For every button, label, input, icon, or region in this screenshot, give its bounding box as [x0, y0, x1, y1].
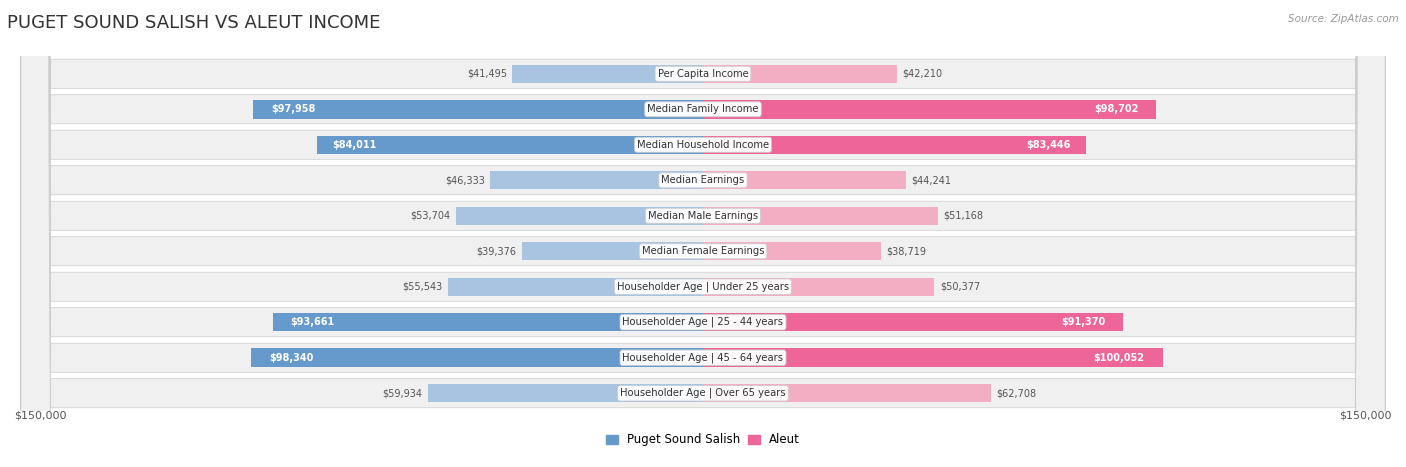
- FancyBboxPatch shape: [21, 0, 1385, 467]
- Text: Householder Age | Under 25 years: Householder Age | Under 25 years: [617, 282, 789, 292]
- Text: $98,340: $98,340: [270, 353, 314, 363]
- Text: Median Household Income: Median Household Income: [637, 140, 769, 150]
- Bar: [703, 242, 880, 261]
- FancyBboxPatch shape: [21, 0, 1385, 467]
- Text: Per Capita Income: Per Capita Income: [658, 69, 748, 79]
- Text: $53,704: $53,704: [411, 211, 451, 221]
- Text: $150,000: $150,000: [14, 411, 66, 421]
- Text: $98,702: $98,702: [1094, 104, 1139, 114]
- Text: $91,370: $91,370: [1062, 317, 1107, 327]
- Bar: [703, 384, 991, 403]
- FancyBboxPatch shape: [21, 0, 1385, 467]
- FancyBboxPatch shape: [21, 0, 1385, 467]
- Bar: [457, 206, 703, 225]
- Text: PUGET SOUND SALISH VS ALEUT INCOME: PUGET SOUND SALISH VS ALEUT INCOME: [7, 14, 381, 32]
- Bar: [449, 277, 703, 296]
- Text: Median Family Income: Median Family Income: [647, 104, 759, 114]
- Text: $44,241: $44,241: [911, 175, 952, 185]
- Bar: [703, 100, 1156, 119]
- Text: $51,168: $51,168: [943, 211, 984, 221]
- FancyBboxPatch shape: [21, 0, 1385, 467]
- FancyBboxPatch shape: [21, 0, 1385, 467]
- Text: Median Earnings: Median Earnings: [661, 175, 745, 185]
- FancyBboxPatch shape: [21, 0, 1385, 467]
- FancyBboxPatch shape: [21, 0, 1385, 467]
- Text: $59,934: $59,934: [382, 388, 422, 398]
- Text: $46,333: $46,333: [444, 175, 485, 185]
- Text: $41,495: $41,495: [467, 69, 508, 79]
- Bar: [703, 206, 938, 225]
- Text: $42,210: $42,210: [903, 69, 942, 79]
- Bar: [273, 313, 703, 332]
- Legend: Puget Sound Salish, Aleut: Puget Sound Salish, Aleut: [602, 429, 804, 451]
- Bar: [703, 171, 907, 190]
- Bar: [703, 135, 1087, 154]
- Bar: [522, 242, 703, 261]
- Text: Median Female Earnings: Median Female Earnings: [641, 246, 765, 256]
- Text: $50,377: $50,377: [939, 282, 980, 292]
- Bar: [253, 100, 703, 119]
- Text: $97,958: $97,958: [271, 104, 315, 114]
- Text: $93,661: $93,661: [290, 317, 335, 327]
- Bar: [703, 313, 1122, 332]
- Text: $39,376: $39,376: [477, 246, 516, 256]
- Bar: [703, 277, 935, 296]
- Text: Median Male Earnings: Median Male Earnings: [648, 211, 758, 221]
- Text: $38,719: $38,719: [886, 246, 927, 256]
- Bar: [252, 348, 703, 367]
- Text: $100,052: $100,052: [1092, 353, 1144, 363]
- Text: $83,446: $83,446: [1026, 140, 1071, 150]
- FancyBboxPatch shape: [21, 0, 1385, 467]
- Bar: [703, 348, 1163, 367]
- Text: Householder Age | 25 - 44 years: Householder Age | 25 - 44 years: [623, 317, 783, 327]
- Bar: [491, 171, 703, 190]
- Bar: [318, 135, 703, 154]
- Text: Householder Age | Over 65 years: Householder Age | Over 65 years: [620, 388, 786, 398]
- Text: $55,543: $55,543: [402, 282, 443, 292]
- Text: $150,000: $150,000: [1340, 411, 1392, 421]
- Bar: [427, 384, 703, 403]
- Bar: [703, 64, 897, 83]
- FancyBboxPatch shape: [21, 0, 1385, 467]
- Text: Householder Age | 45 - 64 years: Householder Age | 45 - 64 years: [623, 353, 783, 363]
- Bar: [512, 64, 703, 83]
- Text: Source: ZipAtlas.com: Source: ZipAtlas.com: [1288, 14, 1399, 24]
- Text: $62,708: $62,708: [997, 388, 1036, 398]
- Text: $84,011: $84,011: [333, 140, 377, 150]
